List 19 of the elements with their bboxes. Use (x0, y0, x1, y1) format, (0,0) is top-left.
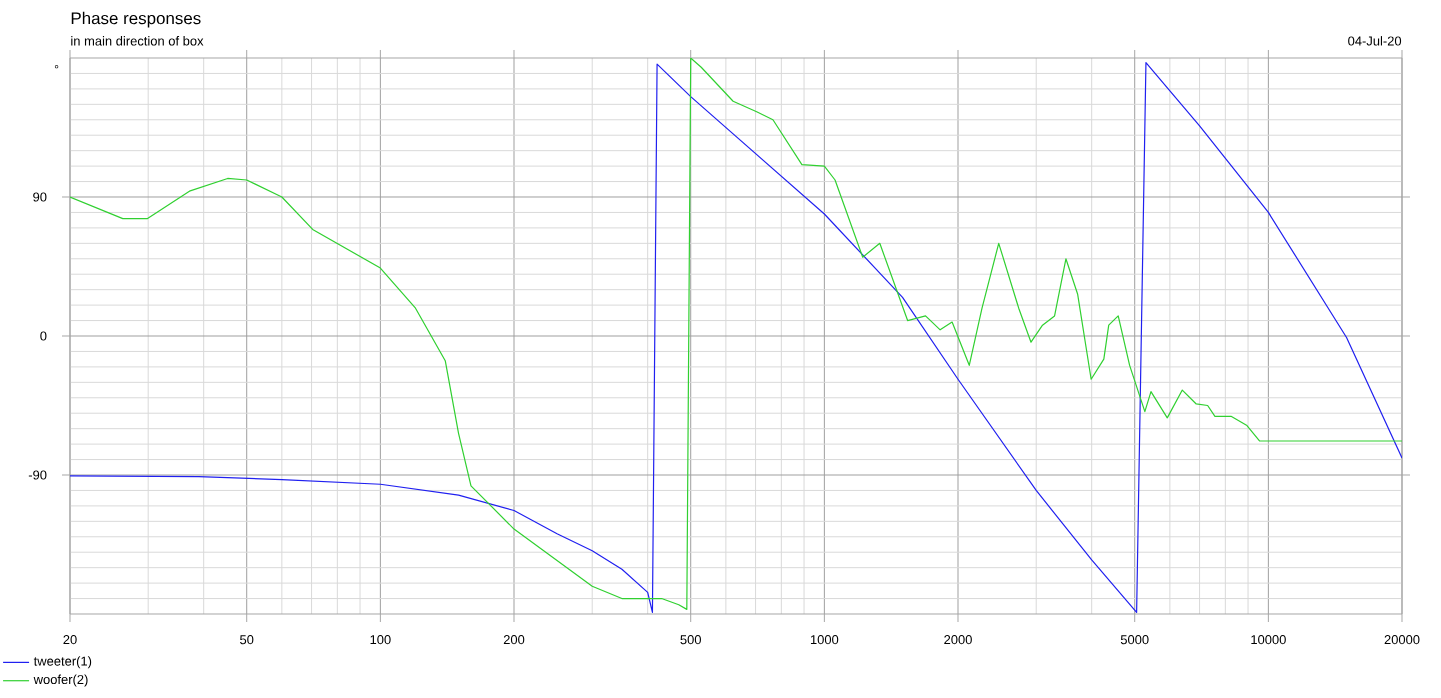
y-tick-label: -90 (28, 470, 47, 480)
legend-label: tweeter(1) (33, 656, 92, 669)
legend-label: woofer(2) (33, 674, 88, 687)
x-tick-label: 200 (503, 635, 525, 645)
x-tick-label: 5000 (1120, 635, 1149, 645)
y-tick-label: 90 (33, 192, 47, 202)
x-tick-label: 20 (63, 635, 77, 645)
y-tick-label: 0 (40, 331, 47, 341)
text: 04-Jul-20 (1348, 36, 1402, 46)
chart-title: Phase responses (71, 11, 201, 28)
chart-subtitle: in main direction of box (71, 36, 204, 46)
x-tick-label: 20000 (1384, 635, 1420, 645)
x-tick-label: 500 (680, 635, 701, 645)
y-axis-title: ° (54, 65, 59, 69)
x-tick-label: 2000 (944, 635, 972, 645)
x-tick-label: 1000 (810, 635, 839, 645)
x-tick-label: 50 (240, 635, 254, 645)
x-tick-label: 100 (370, 635, 391, 645)
x-tick-label: 10000 (1251, 635, 1286, 645)
